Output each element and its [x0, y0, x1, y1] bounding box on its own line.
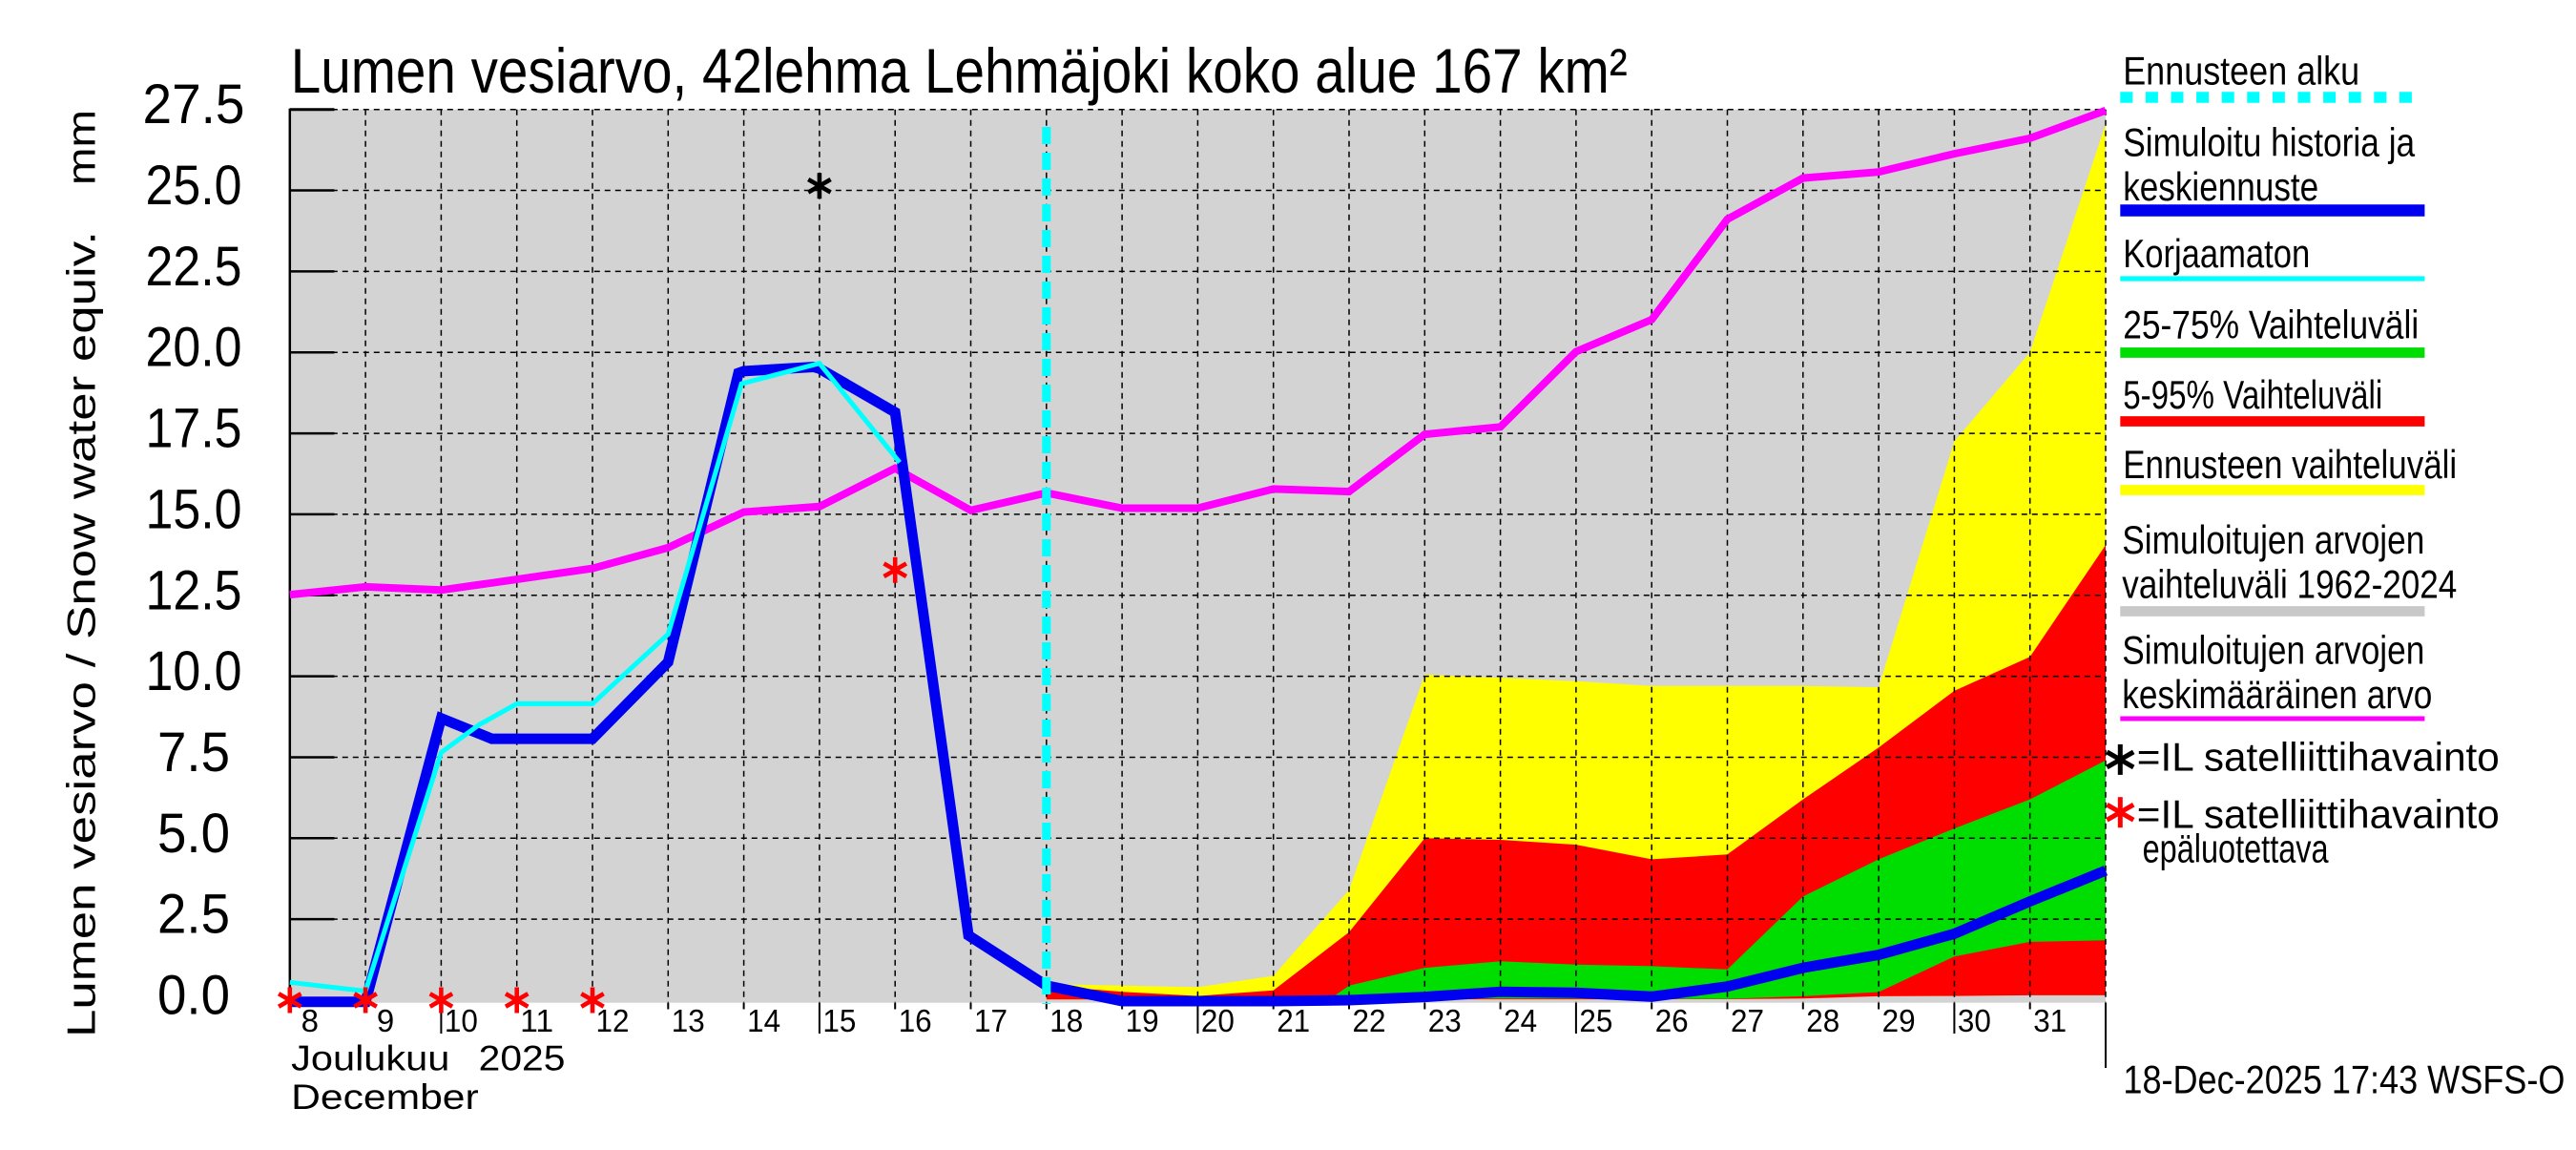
- svg-text:8: 8: [301, 1003, 319, 1038]
- svg-text:5-95% Vaihteluväli: 5-95% Vaihteluväli: [2123, 372, 2382, 417]
- svg-text:31: 31: [2033, 1003, 2067, 1038]
- svg-text:Lumen vesiarvo / Snow water eq: Lumen vesiarvo / Snow water equiv.: [58, 231, 103, 1037]
- svg-text:14: 14: [747, 1003, 780, 1038]
- svg-text:16: 16: [899, 1003, 932, 1038]
- svg-text:7.5: 7.5: [157, 721, 230, 784]
- svg-text:13: 13: [672, 1003, 705, 1038]
- svg-text:9: 9: [377, 1003, 394, 1038]
- svg-text:22.5: 22.5: [146, 236, 242, 298]
- svg-text:December: December: [291, 1077, 479, 1117]
- svg-text:mm: mm: [58, 110, 103, 185]
- svg-text:5.0: 5.0: [157, 803, 230, 865]
- svg-text:17.5: 17.5: [146, 398, 242, 460]
- svg-text:Ennusteen alku: Ennusteen alku: [2123, 49, 2359, 94]
- svg-text:17: 17: [974, 1003, 1008, 1038]
- svg-text:20: 20: [1201, 1003, 1235, 1038]
- svg-text:10.0: 10.0: [146, 640, 242, 702]
- svg-text:10: 10: [445, 1003, 478, 1038]
- svg-text:15: 15: [822, 1003, 856, 1038]
- svg-text:26: 26: [1655, 1003, 1689, 1038]
- svg-text:24: 24: [1504, 1003, 1537, 1038]
- svg-text:Korjaamaton: Korjaamaton: [2123, 231, 2310, 276]
- svg-text:23: 23: [1428, 1003, 1462, 1038]
- svg-text:12: 12: [596, 1003, 630, 1038]
- svg-text:Simuloitujen arvojen: Simuloitujen arvojen: [2122, 627, 2424, 672]
- svg-text:=IL satelliittihavainto: =IL satelliittihavainto: [2137, 792, 2500, 837]
- svg-text:Simuloitu historia ja: Simuloitu historia ja: [2123, 119, 2416, 164]
- svg-text:keskiennuste: keskiennuste: [2123, 164, 2318, 209]
- svg-text:27: 27: [1731, 1003, 1764, 1038]
- svg-text:11: 11: [520, 1003, 553, 1038]
- svg-text:28: 28: [1806, 1003, 1839, 1038]
- svg-text:27.5: 27.5: [143, 73, 245, 136]
- svg-text:2025: 2025: [479, 1038, 566, 1077]
- svg-text:2.5: 2.5: [157, 884, 230, 946]
- svg-text:19: 19: [1126, 1003, 1159, 1038]
- svg-text:18: 18: [1049, 1003, 1083, 1038]
- svg-text:Joulukuu: Joulukuu: [291, 1038, 449, 1077]
- svg-text:keskimääräinen arvo: keskimääräinen arvo: [2122, 672, 2432, 717]
- svg-text:21: 21: [1277, 1003, 1310, 1038]
- svg-text:12.5: 12.5: [146, 559, 242, 621]
- svg-text:epäluotettava: epäluotettava: [2143, 826, 2329, 871]
- svg-text:25.0: 25.0: [146, 155, 242, 217]
- svg-text:Ennusteen vaihteluväli: Ennusteen vaihteluväli: [2123, 442, 2457, 487]
- svg-text:Lumen vesiarvo, 42lehma Lehmäj: Lumen vesiarvo, 42lehma Lehmäjoki koko a…: [291, 35, 1628, 106]
- svg-text:18-Dec-2025 17:43 WSFS-O: 18-Dec-2025 17:43 WSFS-O: [2123, 1057, 2565, 1102]
- svg-text:25: 25: [1579, 1003, 1612, 1038]
- svg-text:30: 30: [1958, 1003, 1991, 1038]
- svg-text:22: 22: [1353, 1003, 1386, 1038]
- svg-text:20.0: 20.0: [146, 317, 242, 379]
- svg-text:vaihteluväli 1962-2024: vaihteluväli 1962-2024: [2122, 561, 2457, 606]
- svg-text:29: 29: [1882, 1003, 1916, 1038]
- svg-text:0.0: 0.0: [157, 965, 230, 1027]
- svg-text:Simuloitujen arvojen: Simuloitujen arvojen: [2122, 517, 2424, 562]
- svg-text:25-75% Vaihteluväli: 25-75% Vaihteluväli: [2123, 303, 2419, 347]
- svg-text:15.0: 15.0: [146, 478, 242, 540]
- svg-text:=IL satelliittihavainto: =IL satelliittihavainto: [2137, 735, 2500, 780]
